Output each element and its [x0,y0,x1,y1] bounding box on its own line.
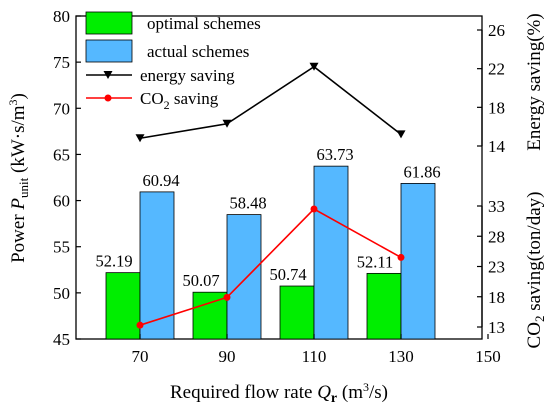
y-tick-label: 80 [53,7,70,26]
co2-saving-line [139,208,402,326]
bar-optimal [279,285,315,340]
y-tick-label: 70 [53,99,70,118]
x-tick-label: 150 [475,347,501,366]
bar-actual [139,191,175,340]
co2-saving-point [310,205,318,213]
energy-saving-line [139,65,402,140]
plot-frame [75,15,483,340]
co2-saving-point [223,293,231,301]
energy-saving-point [135,134,145,143]
y-tick-label: 55 [53,238,70,257]
y-tick-label: 45 [53,330,70,349]
data-label-actual: 63.73 [316,145,353,164]
data-label-actual: 58.48 [229,194,266,213]
legend-swatch-actual [85,39,133,63]
y-axis-label: Power Punit (kW·s/m3) [6,93,31,263]
x-axis-label: Required flow rate Qr (m3/s) [170,380,388,406]
right-bottom-tick-label: 13 [488,318,505,337]
energy-saving-point [309,62,319,71]
data-label-actual: 60.94 [142,171,179,190]
y-tick-label: 60 [53,192,70,211]
y-tick-label: 65 [53,145,70,164]
bar-optimal [366,272,402,340]
y-tick-label: 75 [53,53,70,72]
legend-swatch-optimal [85,11,133,35]
data-label-actual: 61.86 [403,162,440,181]
data-label-optimal: 52.19 [95,252,132,271]
legend-marker-co2 [104,94,112,102]
x-tick-label: 90 [219,347,236,366]
right-top-tick-label: 18 [488,98,505,117]
right-top-tick-label: 22 [488,60,505,79]
right-top-tick-label: 14 [488,137,506,156]
energy-saving-point [396,130,406,139]
x-tick-label: 70 [132,347,149,366]
x-tick-label: 110 [302,347,327,366]
bar-optimal [105,272,141,340]
co2-saving-point [397,253,405,261]
legend-label-co2: CO2 saving [140,89,219,112]
co2-saving-point [136,321,144,329]
data-label-optimal: 50.07 [182,271,219,290]
axes-layer: 45 50 55 60 65 70 75 80 70 90 110 130 150 14 18 22 26 13 1… [53,7,506,366]
bar-actual [226,214,262,340]
lines-layer [135,62,406,329]
right-bottom-tick-label: 23 [488,258,505,277]
data-label-optimal: 50.74 [269,265,306,284]
legend-label-energy: energy saving [140,66,235,85]
right-bottom-tick-label: 28 [488,227,505,246]
y-tick-label: 50 [53,284,70,303]
bar-actual [313,165,349,340]
x-tick-label: 130 [388,347,414,366]
bar-actual [400,183,436,340]
legend: optimal schemes actual schemes energy sa… [85,11,261,112]
legend-label-optimal: optimal schemes [147,14,261,33]
right-top-axis-label: Energy saving(%) [524,13,545,150]
right-top-tick-label: 26 [488,21,505,40]
right-bottom-axis-label: CO2 saving(ton/day) [524,192,547,349]
bar-optimal [192,291,228,340]
right-bottom-tick-label: 33 [488,197,505,216]
bars-layer: 52.19 50.07 50.74 52.11 60.94 58.48 63.73 61.86 [95,145,441,340]
legend-marker-energy [103,71,113,79]
energy-saving-point [222,119,232,128]
right-bottom-tick-label: 18 [488,288,505,307]
legend-label-actual: actual schemes [147,42,249,61]
data-label-optimal: 52.11 [357,252,394,271]
